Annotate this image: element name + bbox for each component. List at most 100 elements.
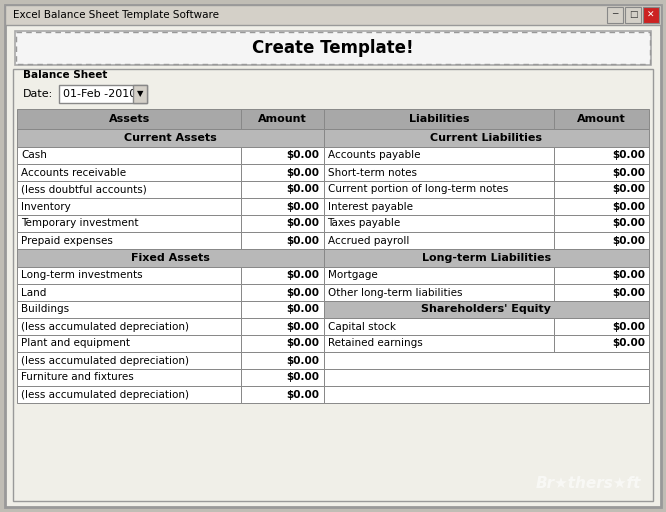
- Bar: [643, 7, 659, 23]
- Text: $0.00: $0.00: [286, 184, 320, 195]
- Text: Inventory: Inventory: [21, 202, 71, 211]
- Text: $0.00: $0.00: [612, 184, 645, 195]
- Text: Land: Land: [21, 288, 47, 297]
- Text: Furniture and fixtures: Furniture and fixtures: [21, 373, 134, 382]
- Bar: [241, 232, 324, 249]
- Bar: [554, 198, 649, 215]
- Text: Liabilities: Liabilities: [409, 114, 469, 124]
- Text: $0.00: $0.00: [612, 219, 645, 228]
- Bar: [241, 181, 324, 198]
- Bar: [324, 181, 554, 198]
- Bar: [241, 335, 324, 352]
- Bar: [554, 335, 649, 352]
- Bar: [324, 386, 649, 403]
- Text: $0.00: $0.00: [286, 270, 320, 281]
- Bar: [554, 284, 649, 301]
- Bar: [554, 164, 649, 181]
- Text: Current Liabilities: Current Liabilities: [430, 133, 542, 143]
- Bar: [241, 301, 324, 318]
- Bar: [17, 181, 241, 198]
- Bar: [17, 164, 241, 181]
- Text: Short-term notes: Short-term notes: [328, 167, 416, 178]
- Text: Br★thers★ft: Br★thers★ft: [535, 476, 641, 491]
- Bar: [554, 109, 649, 129]
- Bar: [59, 85, 147, 103]
- Text: $0.00: $0.00: [286, 390, 320, 399]
- Bar: [241, 284, 324, 301]
- Text: Capital stock: Capital stock: [328, 322, 396, 331]
- Text: Amount: Amount: [258, 114, 307, 124]
- Bar: [241, 386, 324, 403]
- Bar: [241, 352, 324, 369]
- Bar: [324, 147, 554, 164]
- Bar: [17, 267, 241, 284]
- Bar: [324, 284, 554, 301]
- Bar: [554, 181, 649, 198]
- Bar: [324, 301, 649, 318]
- Text: $0.00: $0.00: [286, 322, 320, 331]
- Text: Mortgage: Mortgage: [328, 270, 377, 281]
- Bar: [17, 215, 241, 232]
- Text: $0.00: $0.00: [286, 305, 320, 314]
- Text: $0.00: $0.00: [612, 202, 645, 211]
- Text: Assets: Assets: [109, 114, 150, 124]
- Text: $0.00: $0.00: [286, 236, 320, 245]
- Text: (less doubtful accounts): (less doubtful accounts): [21, 184, 147, 195]
- Text: Date:: Date:: [23, 89, 53, 99]
- Text: Create Template!: Create Template!: [252, 39, 414, 57]
- Bar: [17, 352, 241, 369]
- Bar: [17, 335, 241, 352]
- Bar: [324, 215, 554, 232]
- Bar: [324, 129, 649, 147]
- Text: (less accumulated depreciation): (less accumulated depreciation): [21, 355, 189, 366]
- Bar: [17, 284, 241, 301]
- Text: $0.00: $0.00: [612, 236, 645, 245]
- Bar: [13, 69, 653, 501]
- Text: $0.00: $0.00: [612, 167, 645, 178]
- Bar: [625, 7, 641, 23]
- Bar: [324, 352, 649, 369]
- Bar: [324, 318, 554, 335]
- Bar: [241, 267, 324, 284]
- Text: Temporary investment: Temporary investment: [21, 219, 139, 228]
- Bar: [133, 85, 147, 103]
- Bar: [241, 369, 324, 386]
- Bar: [5, 5, 661, 25]
- Bar: [17, 129, 324, 147]
- Text: $0.00: $0.00: [286, 202, 320, 211]
- Bar: [17, 232, 241, 249]
- Text: $0.00: $0.00: [286, 355, 320, 366]
- Text: $0.00: $0.00: [612, 151, 645, 160]
- Bar: [241, 198, 324, 215]
- Text: Accounts payable: Accounts payable: [328, 151, 420, 160]
- Bar: [17, 369, 241, 386]
- Text: Taxes payable: Taxes payable: [328, 219, 401, 228]
- Text: Amount: Amount: [577, 114, 626, 124]
- Text: □: □: [629, 11, 637, 19]
- Bar: [324, 232, 554, 249]
- Bar: [554, 267, 649, 284]
- Text: Other long-term liabilities: Other long-term liabilities: [328, 288, 462, 297]
- Bar: [554, 215, 649, 232]
- Bar: [16, 32, 650, 64]
- Bar: [554, 232, 649, 249]
- Text: Balance Sheet: Balance Sheet: [23, 70, 107, 80]
- Bar: [324, 249, 649, 267]
- Text: $0.00: $0.00: [612, 338, 645, 349]
- Bar: [17, 386, 241, 403]
- Text: $0.00: $0.00: [612, 270, 645, 281]
- Text: $0.00: $0.00: [612, 288, 645, 297]
- Text: Current Assets: Current Assets: [124, 133, 216, 143]
- Bar: [324, 164, 554, 181]
- Text: (less accumulated depreciation): (less accumulated depreciation): [21, 390, 189, 399]
- Bar: [17, 147, 241, 164]
- Text: ✕: ✕: [647, 11, 655, 19]
- Bar: [17, 301, 241, 318]
- Text: Shareholders' Equity: Shareholders' Equity: [422, 305, 551, 314]
- Text: $0.00: $0.00: [286, 373, 320, 382]
- Bar: [324, 109, 554, 129]
- Bar: [241, 109, 324, 129]
- Text: Fixed Assets: Fixed Assets: [131, 253, 210, 263]
- Bar: [607, 7, 623, 23]
- Text: Accounts receivable: Accounts receivable: [21, 167, 126, 178]
